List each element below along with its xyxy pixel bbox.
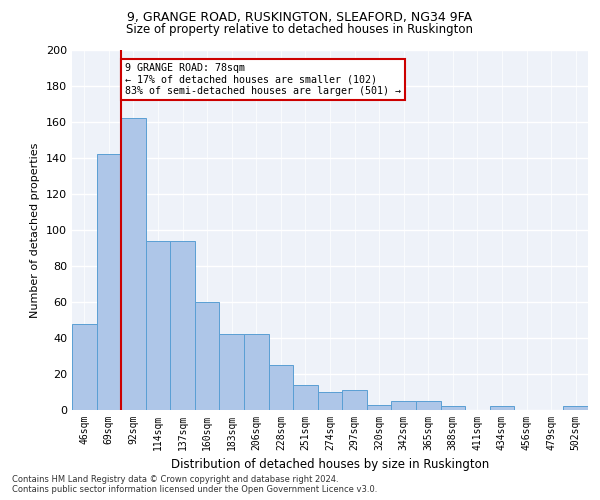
Bar [318,392,342,410]
Bar [440,406,465,410]
Text: 9 GRANGE ROAD: 78sqm
← 17% of detached houses are smaller (102)
83% of semi-deta: 9 GRANGE ROAD: 78sqm ← 17% of detached h… [125,62,401,96]
X-axis label: Distribution of detached houses by size in Ruskington: Distribution of detached houses by size … [171,458,489,471]
Bar [220,334,244,410]
Bar [416,401,440,410]
Bar [367,404,391,410]
Bar [563,406,588,410]
Bar [170,241,195,410]
Bar [146,241,170,410]
Text: 9, GRANGE ROAD, RUSKINGTON, SLEAFORD, NG34 9FA: 9, GRANGE ROAD, RUSKINGTON, SLEAFORD, NG… [127,11,473,24]
Bar [391,401,416,410]
Bar [293,385,318,410]
Y-axis label: Number of detached properties: Number of detached properties [31,142,40,318]
Bar [490,406,514,410]
Bar [269,365,293,410]
Bar [195,302,220,410]
Text: Contains public sector information licensed under the Open Government Licence v3: Contains public sector information licen… [12,485,377,494]
Bar [244,334,269,410]
Bar [121,118,146,410]
Bar [342,390,367,410]
Bar [72,324,97,410]
Text: Size of property relative to detached houses in Ruskington: Size of property relative to detached ho… [127,22,473,36]
Text: Contains HM Land Registry data © Crown copyright and database right 2024.: Contains HM Land Registry data © Crown c… [12,475,338,484]
Bar [97,154,121,410]
